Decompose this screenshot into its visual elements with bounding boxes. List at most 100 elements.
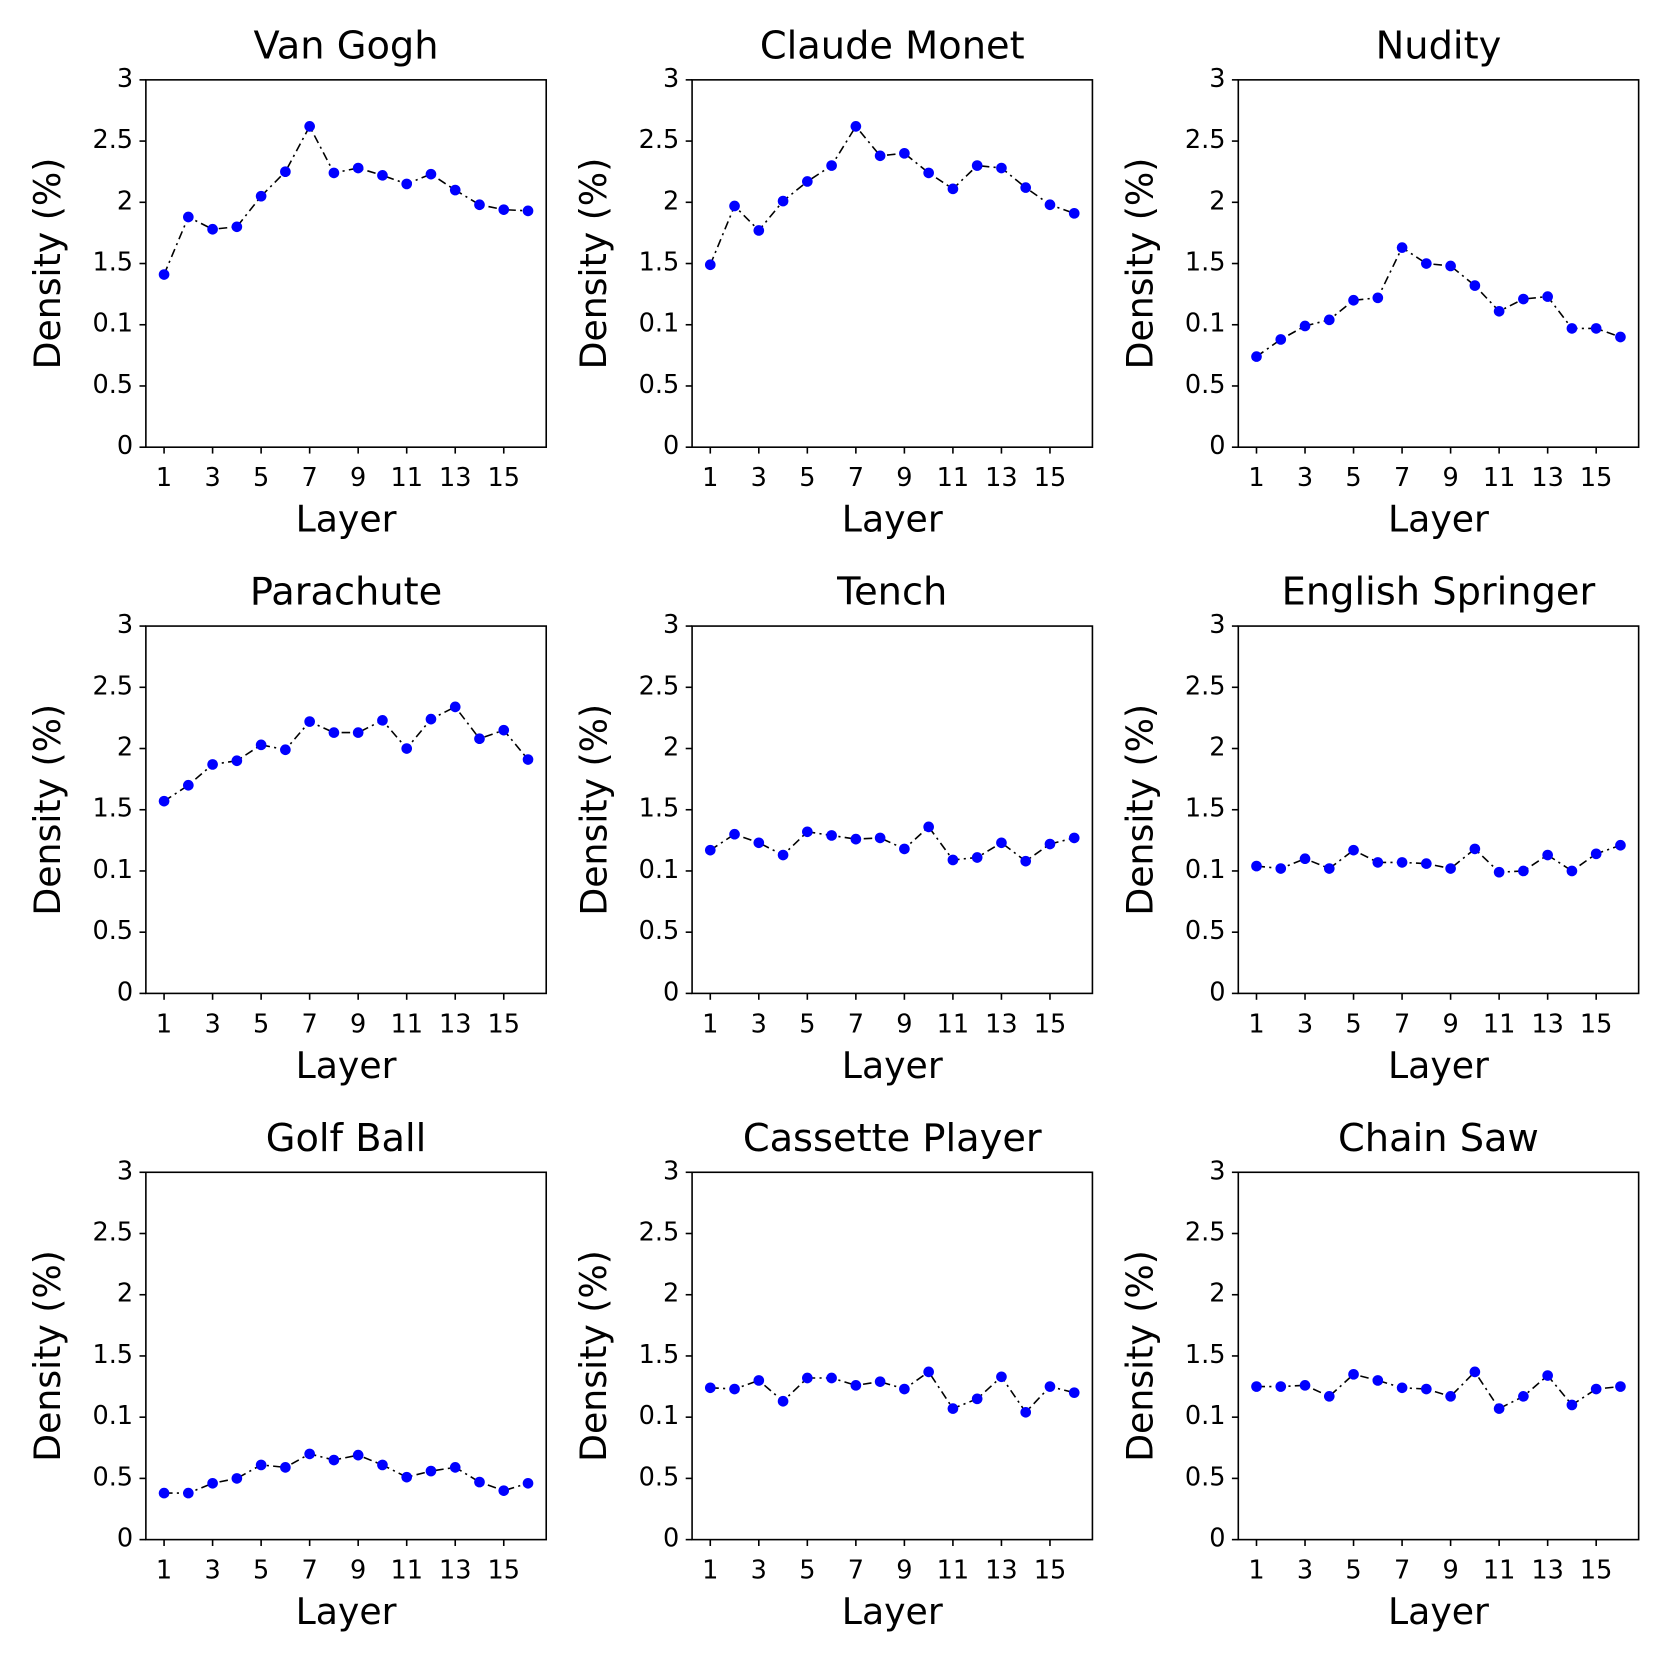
- y-tick-label: 0: [117, 431, 133, 461]
- data-point: [923, 821, 934, 833]
- y-tick-label: 1.5: [92, 794, 133, 824]
- data-point: [1275, 1381, 1287, 1392]
- x-tick-label: 11: [1483, 463, 1516, 493]
- x-tick-label: 7: [1394, 1009, 1410, 1039]
- data-point: [899, 1383, 910, 1395]
- x-tick-label: 9: [896, 1556, 912, 1586]
- data-point: [923, 167, 934, 179]
- x-tick-label: 1: [156, 1556, 172, 1586]
- data-point: [1323, 863, 1335, 874]
- y-tick-label: 0: [663, 431, 679, 461]
- x-tick-label: 13: [1531, 1556, 1564, 1586]
- x-tick-label: 11: [937, 1556, 970, 1586]
- x-tick-label: 5: [1345, 1009, 1361, 1039]
- data-point: [255, 1459, 267, 1471]
- y-tick-label: 0.5: [639, 916, 680, 946]
- y-tick-label: 0.1: [639, 855, 680, 885]
- data-point: [826, 160, 837, 171]
- data-point: [1251, 860, 1262, 872]
- data-point: [753, 225, 765, 236]
- data-point: [183, 1487, 194, 1499]
- data-point: [498, 724, 510, 736]
- data-point: [425, 168, 437, 180]
- x-tick-label: 13: [439, 1009, 472, 1039]
- data-point: [183, 211, 194, 223]
- data-point: [874, 832, 886, 844]
- x-tick-label: 9: [896, 1009, 912, 1039]
- x-tick-label: 5: [1345, 463, 1361, 493]
- x-tick-label: 15: [1580, 463, 1613, 493]
- x-tick-label: 1: [1248, 1556, 1264, 1586]
- x-tick-label: 9: [350, 463, 366, 493]
- y-tick-label: 2.5: [92, 125, 133, 155]
- x-tick-label: 3: [204, 1009, 220, 1039]
- y-axis-label: Density (%): [26, 704, 69, 916]
- data-point: [1251, 351, 1262, 362]
- data-line: [163, 705, 529, 802]
- x-tick-label: 1: [156, 463, 172, 493]
- data-point: [449, 184, 461, 196]
- x-tick-label: 15: [487, 1556, 520, 1586]
- data-point: [183, 779, 194, 791]
- y-tick-label: 2: [117, 186, 133, 216]
- data-point: [1518, 1391, 1529, 1402]
- y-tick-label: 0: [1209, 977, 1225, 1007]
- data-point: [1323, 1391, 1335, 1402]
- plot-frame: [1237, 625, 1640, 995]
- plot-frame: [1237, 1171, 1640, 1541]
- data-point: [1396, 857, 1408, 868]
- data-point: [704, 259, 716, 271]
- data-point: [280, 744, 291, 756]
- y-tick-label: 1.5: [639, 248, 680, 278]
- data-point: [207, 1477, 218, 1489]
- x-tick-label: 3: [204, 463, 220, 493]
- y-tick-label: 0.1: [639, 309, 680, 339]
- x-tick-label: 1: [702, 463, 718, 493]
- data-point: [1299, 1380, 1311, 1391]
- data-point: [522, 205, 534, 217]
- y-tick-label: 1.5: [639, 794, 680, 824]
- plot-frame: [145, 79, 548, 448]
- x-tick-label: 5: [253, 1009, 269, 1039]
- data-point: [304, 716, 315, 727]
- data-point: [1275, 863, 1287, 874]
- x-tick-label: 13: [985, 1009, 1018, 1039]
- x-tick-label: 9: [350, 1556, 366, 1586]
- data-line: [163, 124, 529, 275]
- y-tick-label: 1.5: [639, 1340, 680, 1370]
- plot-frame: [691, 625, 1094, 995]
- data-point: [1275, 334, 1287, 345]
- y-tick-label: 0.1: [92, 309, 133, 339]
- x-tick-label: 13: [439, 463, 472, 493]
- x-tick-label: 3: [1297, 463, 1313, 493]
- y-tick-label: 2.5: [639, 1218, 680, 1248]
- x-axis-label: Layer: [296, 498, 397, 541]
- data-point: [1299, 853, 1311, 865]
- y-tick-label: 0.5: [639, 1462, 680, 1492]
- y-tick-label: 2.5: [639, 671, 680, 701]
- x-axis-label: Layer: [1388, 1044, 1489, 1087]
- data-point: [1445, 260, 1456, 272]
- data-point: [280, 1462, 291, 1473]
- data-point: [449, 701, 461, 713]
- data-point: [1615, 1381, 1626, 1392]
- x-tick-label: 11: [390, 463, 423, 493]
- x-tick-label: 9: [896, 463, 912, 493]
- data-point: [1348, 294, 1359, 306]
- x-tick-label: 1: [702, 1556, 718, 1586]
- data-point: [753, 837, 765, 849]
- y-tick-label: 0.1: [92, 855, 133, 885]
- data-point: [255, 190, 267, 202]
- data-point: [474, 199, 485, 211]
- x-axis-label: Layer: [296, 1590, 397, 1633]
- data-point: [996, 837, 1007, 849]
- y-tick-label: 0: [663, 1524, 679, 1554]
- x-tick-label: 11: [937, 1009, 970, 1039]
- x-tick-label: 1: [702, 1009, 718, 1039]
- data-point: [1299, 320, 1311, 332]
- x-tick-label: 11: [1483, 1009, 1516, 1039]
- data-point: [1542, 1370, 1553, 1381]
- y-axis-label: Density (%): [1118, 704, 1161, 916]
- x-tick-label: 7: [1394, 463, 1410, 493]
- y-tick-label: 0: [1209, 1524, 1225, 1554]
